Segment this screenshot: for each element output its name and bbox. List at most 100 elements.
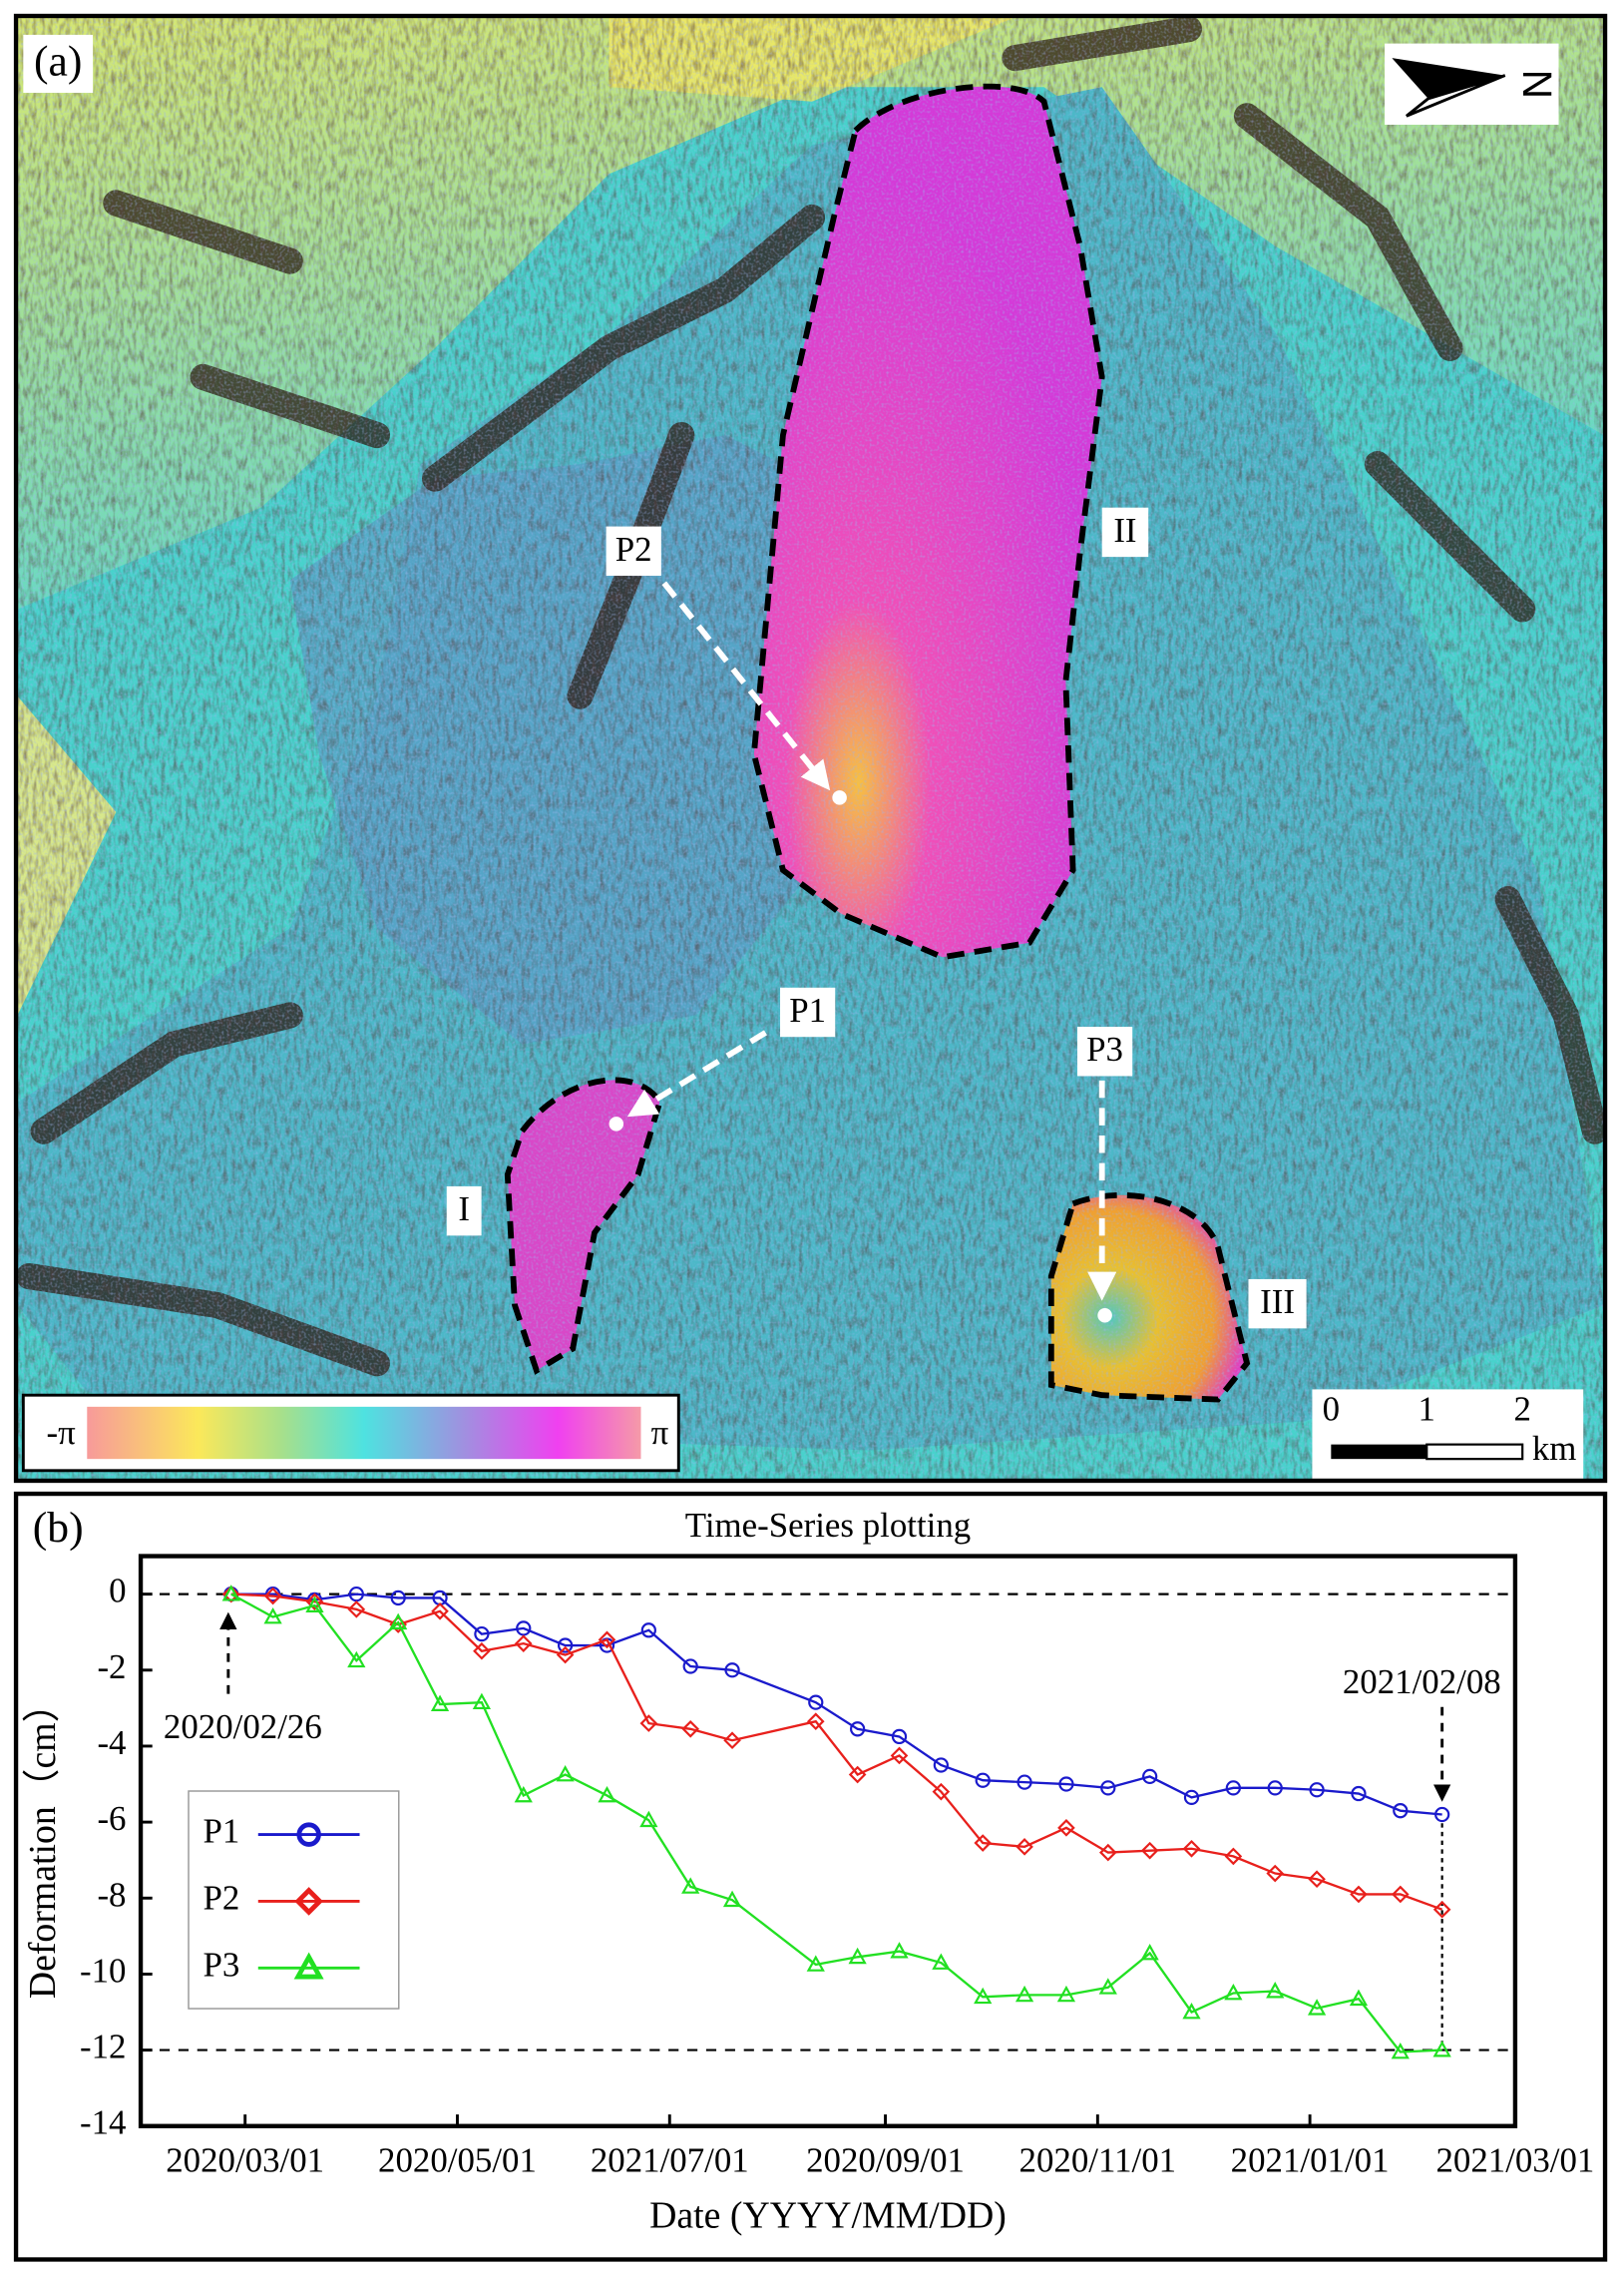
series-line xyxy=(230,1592,1442,2053)
marker xyxy=(681,1720,700,1738)
marker xyxy=(1266,1982,1285,1999)
map-speckle xyxy=(17,17,1604,1480)
marker xyxy=(598,1630,616,1649)
x-tick-label: 2020/03/01 xyxy=(166,2141,324,2180)
marker xyxy=(390,1590,406,1606)
map-panel: (a) I II III P1 P2 P3 N -π π 0 1 2 km xyxy=(17,17,1604,1480)
marker xyxy=(1393,1803,1409,1819)
marker xyxy=(1140,1943,1159,1961)
marker xyxy=(1349,1989,1369,2007)
marker xyxy=(473,1641,491,1660)
region-label: I xyxy=(458,1189,470,1228)
panel-label: (a) xyxy=(34,37,82,85)
marker xyxy=(1225,1780,1242,1796)
annotation: 2021/02/08 xyxy=(1343,1662,1501,1701)
point-dots xyxy=(609,790,1112,1323)
marker xyxy=(1266,1864,1285,1883)
colorbar-label: -π xyxy=(46,1413,76,1452)
y-tick-label: -8 xyxy=(97,1875,126,1914)
scalebar-unit: km xyxy=(1532,1429,1577,1468)
marker xyxy=(389,1612,408,1630)
legend-label: P1 xyxy=(203,1812,240,1851)
legend-label: P2 xyxy=(203,1878,240,1917)
marker xyxy=(933,1757,949,1773)
region-label: III xyxy=(1260,1282,1295,1321)
series-line xyxy=(230,1592,1443,1911)
plot-frame xyxy=(138,1554,1518,2128)
marker xyxy=(430,1694,450,1711)
marker xyxy=(1057,1819,1075,1837)
marker xyxy=(556,1645,575,1664)
point-label: P1 xyxy=(789,991,826,1030)
point-arrows xyxy=(626,581,1117,1301)
y-axis-label: Deformation（cm） xyxy=(22,1685,64,2000)
y-tick-label: -2 xyxy=(97,1647,126,1686)
marker xyxy=(850,1721,866,1737)
x-tick-label: 2020/11/01 xyxy=(1019,2141,1177,2180)
region-label: II xyxy=(1113,511,1136,550)
scalebar-label: 0 xyxy=(1323,1390,1340,1429)
x-tick-label: 2021/07/01 xyxy=(591,2141,749,2180)
marker xyxy=(1350,1885,1368,1904)
chart-title: Time-Series plotting xyxy=(685,1506,971,1545)
marker xyxy=(305,1595,324,1612)
north-arrow xyxy=(1392,58,1505,99)
marker xyxy=(932,1953,951,1970)
marker xyxy=(974,1987,993,2005)
series-line xyxy=(230,1592,1442,1816)
marker xyxy=(890,1746,909,1765)
legend-marker xyxy=(293,1952,324,1980)
marker xyxy=(556,1764,575,1782)
plot: 0 -2 -4 -6 -8 -10 -12 -14 2020/03/01 2020/05/01 20… xyxy=(80,1554,1594,2180)
y-tick-label: -4 xyxy=(97,1723,126,1762)
marker xyxy=(347,1650,366,1668)
marker xyxy=(305,1592,324,1611)
marker xyxy=(221,1585,240,1601)
marker xyxy=(724,1662,740,1678)
marker xyxy=(598,1785,616,1803)
colorbar-label: π xyxy=(651,1413,669,1452)
marker xyxy=(890,1942,909,1959)
label-boxes xyxy=(23,34,1584,1480)
y-tick-label: -10 xyxy=(80,1951,127,1990)
marker xyxy=(1432,1900,1451,1919)
marker xyxy=(1224,1847,1243,1866)
marker xyxy=(1016,1774,1032,1790)
marker xyxy=(806,1712,825,1731)
marker xyxy=(221,1585,240,1603)
y-tick-label: -14 xyxy=(80,2103,127,2142)
marker xyxy=(682,1658,698,1674)
marker xyxy=(474,1625,490,1642)
marker xyxy=(472,1692,492,1710)
marker xyxy=(1142,1768,1158,1785)
marker xyxy=(1100,1780,1116,1796)
marker xyxy=(639,1810,658,1828)
x-axis-label: Date (YYYY/MM/DD) xyxy=(649,2194,1007,2236)
legend-marker xyxy=(296,1822,321,1847)
marker xyxy=(848,1947,867,1965)
marker xyxy=(1308,1870,1326,1889)
scalebar xyxy=(1331,1444,1427,1460)
north-label: N xyxy=(1514,70,1560,99)
marker xyxy=(557,1637,574,1653)
marker xyxy=(1267,1780,1283,1796)
marker xyxy=(514,1634,533,1652)
marker xyxy=(1140,1841,1159,1860)
marker xyxy=(808,1694,824,1710)
marker xyxy=(1351,1785,1367,1802)
marker xyxy=(1058,1776,1074,1792)
map-frame xyxy=(13,13,1608,1484)
annotation: 2020/02/26 xyxy=(164,1707,322,1746)
x-tick-label: 2020/05/01 xyxy=(378,2141,537,2180)
marker xyxy=(1391,2042,1410,2059)
north-arrow xyxy=(1406,74,1506,118)
marker xyxy=(639,1714,658,1732)
marker xyxy=(347,1600,366,1618)
marker xyxy=(1391,1885,1410,1904)
marker xyxy=(1307,1999,1327,2016)
scalebar xyxy=(1425,1443,1524,1461)
marker xyxy=(1098,1843,1117,1862)
legend-marker xyxy=(294,1887,323,1916)
marker xyxy=(1015,1985,1034,2003)
